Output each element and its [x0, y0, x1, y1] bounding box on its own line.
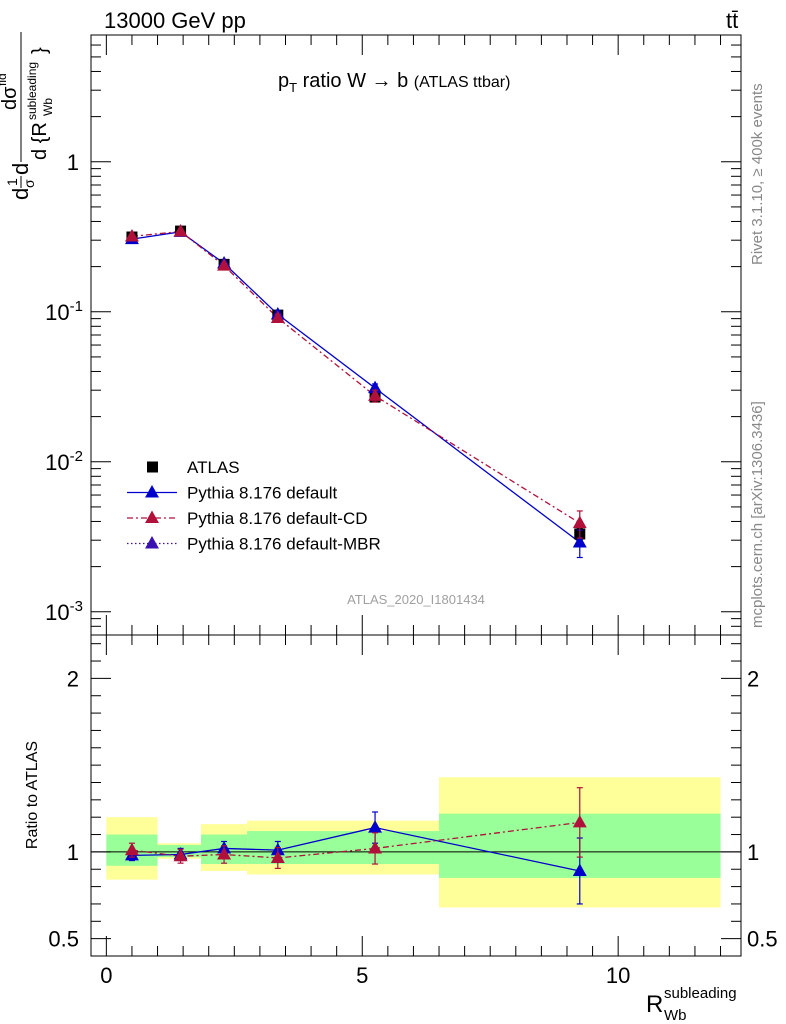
- main-marker-cd: [572, 515, 587, 529]
- legend-marker-mbr: [145, 536, 159, 549]
- main-y-label-den-close: }: [29, 47, 51, 54]
- x-axis-label: R: [646, 991, 663, 1018]
- ratio-y-tick-label-left: 0.5: [48, 927, 79, 952]
- ratio-y-label: Ratio to ATLAS: [24, 741, 41, 849]
- ratio-marker-cd: [124, 842, 139, 856]
- main-marker-cd: [270, 310, 285, 323]
- main-y-label-prefix: d: [8, 188, 33, 200]
- main-y-tick-label: 1: [67, 150, 79, 175]
- rivet-label: Rivet 3.1.10, ≥ 400k events: [749, 83, 766, 265]
- ratio-y-tick-label-left: 2: [67, 666, 79, 691]
- ratio-marker-cd: [572, 814, 587, 828]
- x-axis-label-sub: Wb: [664, 1007, 687, 1024]
- legend-label-default: Pythia 8.176 default: [187, 484, 338, 503]
- x-tick-label: 10: [606, 963, 630, 988]
- ratio-marker-cd: [217, 847, 232, 860]
- main-y-tick-label: 10-2: [45, 448, 83, 475]
- legend: ATLAS Pythia 8.176 default Pythia 8.176 de…: [127, 458, 381, 554]
- main-y-label-d: d: [8, 163, 33, 175]
- main-line-default: [131, 231, 581, 543]
- main-marker-cd: [173, 224, 188, 237]
- uncertainty-bands: [106, 777, 721, 908]
- ratio-marker-cd: [173, 848, 188, 862]
- ratio-y-tick-label-left: 1: [67, 840, 79, 865]
- x-tick-label: 5: [356, 963, 368, 988]
- legend-label-mbr: Pythia 8.176 default-MBR: [187, 535, 381, 554]
- main-y-label-den: d {R: [29, 122, 51, 160]
- main-y-label-den-sup: subleading: [25, 62, 39, 120]
- ratio-marker-default: [368, 820, 383, 833]
- main-y-label-num: dσ: [0, 86, 21, 110]
- ratio-marker-cd: [270, 850, 285, 864]
- main-marker-cd: [217, 258, 232, 271]
- legend-marker-cd: [145, 510, 159, 524]
- series-lines: [131, 230, 581, 872]
- legend-marker-default: [145, 485, 159, 498]
- main-y-label-sigma: σ: [21, 179, 37, 188]
- series-markers: [124, 224, 587, 905]
- main-y-label-frac1: 1: [4, 178, 20, 186]
- ratio-y-tick-label-right: 2: [747, 666, 759, 691]
- ratio-line-default: [131, 826, 580, 872]
- x-axis-label-sup: subleading: [664, 985, 737, 1002]
- energy-label: 13000 GeV pp: [104, 8, 246, 33]
- ratio-marker-cd: [368, 840, 383, 854]
- analysis-watermark: ATLAS_2020_I1801434: [347, 592, 485, 607]
- ratio-panel-frame: [90, 634, 742, 957]
- main-line-cd: [131, 230, 581, 524]
- ratio-marker-default: [572, 863, 587, 877]
- main-marker-default: [572, 534, 587, 548]
- process-label: tt̄: [726, 8, 738, 33]
- main-y-tick-label: 10-1: [45, 298, 83, 325]
- legend-label-data: ATLAS: [187, 458, 240, 477]
- main-marker-default: [368, 380, 383, 394]
- mcplots-label: mcplots.cern.ch [arXiv:1306.3436]: [749, 401, 766, 628]
- main-title: pT ratio W → b (ATLAS ttbar): [278, 70, 510, 95]
- ratio-y-tick-label-right: 0.5: [747, 927, 778, 952]
- main-marker-cd: [124, 228, 139, 242]
- ratio-y-tick-label-right: 1: [747, 840, 759, 865]
- axis-ticks: 0 5 10 10-3 10-2 10-1 1 0.5 0.5 1 1 2 2: [45, 34, 778, 988]
- main-y-tick-label: 10-3: [45, 598, 83, 625]
- main-y-label-den-sub: Wb: [41, 98, 55, 116]
- labels: 13000 GeV pp tt̄ pT ratio W → b (ATLAS ttb…: [0, 8, 766, 1024]
- main-marker-cd: [368, 388, 383, 401]
- legend-label-cd: Pythia 8.176 default-CD: [187, 509, 368, 528]
- main-y-label-num-sup: fid: [0, 73, 9, 86]
- x-tick-label: 0: [100, 963, 112, 988]
- legend-marker-data: [147, 461, 158, 473]
